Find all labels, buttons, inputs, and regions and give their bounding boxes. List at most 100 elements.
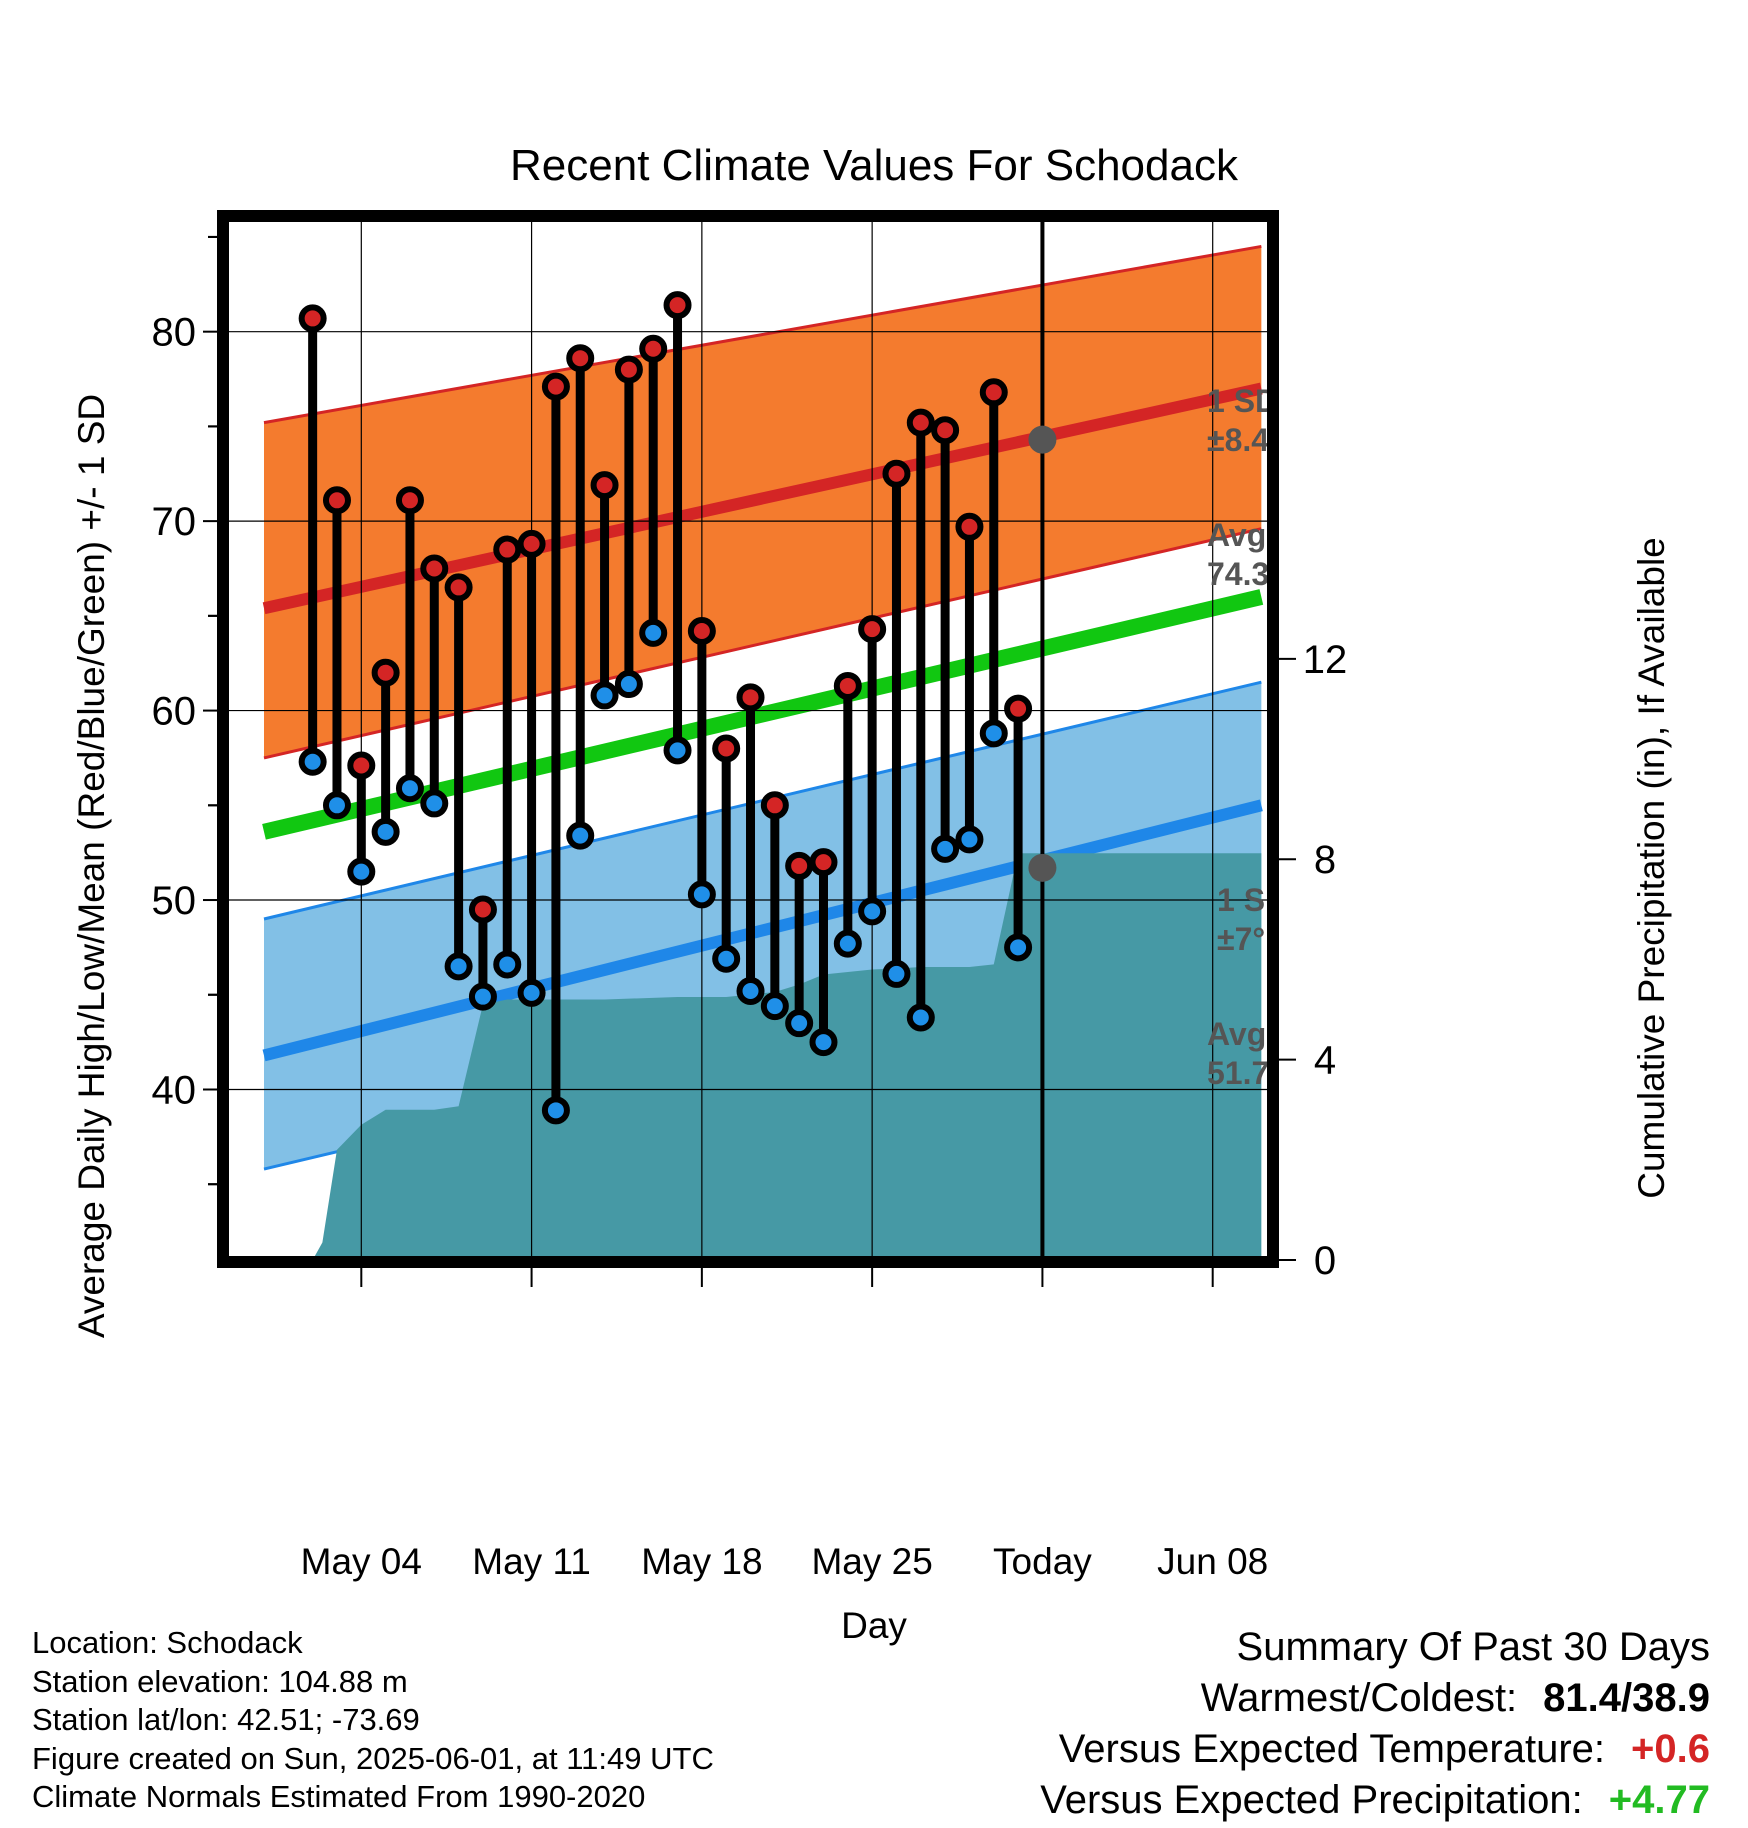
daily-high-point [395,486,424,515]
y-tick-label: 70 [152,500,197,544]
station-info: Location: Schodack Station elevation: 10… [32,1624,714,1817]
summary-panel: Summary Of Past 30 Days Warmest/Coldest:… [1040,1622,1710,1826]
y-tick-label: 40 [152,1068,197,1112]
y2-tick-label: 8 [1314,838,1336,882]
daily-high-point [906,408,935,437]
high-sd-annotation: 1 SD: [1207,383,1289,419]
normals-text: Climate Normals Estimated From 1990-2020 [32,1779,646,1814]
x-tick-label: Today [993,1541,1092,1582]
daily-low-point [493,950,522,979]
x-tick-label: May 25 [811,1541,932,1582]
plot-frame [217,210,1279,1268]
daily-high-point [712,734,741,763]
chart-title: Recent Climate Values For Schodack [510,141,1239,190]
period-label: Days [1203,1420,1284,1458]
high-sd-annotation: ±8.4°F [1207,422,1301,458]
daily-low-point [541,1096,570,1125]
temp-departure-row: Versus Expected Temperature: +0.6 [1040,1724,1710,1775]
daily-low-point [858,897,887,926]
daily-high-point [687,617,716,646]
daily-low-point [687,880,716,909]
low-avg-marker [1028,853,1057,882]
daily-low-point [614,670,643,699]
daily-low-point [955,825,984,854]
created-text: Figure created on Sun, 2025-06-01, at 11… [32,1740,714,1776]
daily-low-point [809,1028,838,1057]
elevation-text: Station elevation: 104.88 m [32,1663,408,1699]
daily-low-point [979,719,1008,748]
daily-high-point [444,573,473,602]
precip-departure-row: Versus Expected Precipitation: +4.77 [1040,1775,1710,1826]
summary-heading: Summary Of Past 30 Days [1236,1625,1710,1669]
y2-tick-label: 0 [1314,1239,1336,1283]
x-tick-label: May 18 [641,1541,762,1582]
daily-low-point [1004,933,1033,962]
daily-high-point [833,671,862,700]
y-tick-label: 50 [152,879,197,923]
daily-high-point [347,751,376,780]
temp-departure-label: Versus Expected Temperature: [1058,1727,1606,1771]
daily-low-point [444,952,473,981]
daily-high-point [1004,694,1033,723]
daily-low-point [590,681,619,710]
daily-low-point [347,857,376,886]
daily-high-point [298,304,327,333]
daily-low-point [760,992,789,1021]
x-tick-label: May 11 [472,1541,591,1582]
high-avg-marker [1028,425,1057,454]
daily-low-point [371,817,400,846]
daily-high-point [590,471,619,500]
daily-high-point [736,683,765,712]
y2-tick-label: 4 [1314,1039,1336,1083]
daily-high-point [614,355,643,384]
y-axis-title: Average Daily High/Low/Mean (Red/Blue/Gr… [71,394,112,1338]
daily-high-point [663,291,692,320]
precip-departure-label: Versus Expected Precipitation: [1040,1778,1583,1822]
location-text: Location: Schodack [32,1625,303,1660]
normal-low-line [262,799,1263,1062]
high-sd-band-upper-edge [263,244,1262,425]
daily-high-point [785,851,814,880]
daily-high-point [882,459,911,488]
period-label: 30 [1203,1378,1241,1416]
daily-low-point [712,944,741,973]
daily-high-point [955,512,984,541]
daily-high-point [468,895,497,924]
daily-low-point [517,978,546,1007]
daily-high-point [760,791,789,820]
daily-low-point [639,618,668,647]
low-sd-annotation: 1 SD: [1217,882,1299,918]
high-avg-annotation: Avg: [1207,517,1277,553]
daily-high-point [322,486,351,515]
daily-high-point [493,535,522,564]
low-avg-annotation: 51.7°F [1207,1055,1302,1091]
daily-low-point [663,736,692,765]
warm-cold-label: Warmest/Coldest: [1200,1676,1518,1720]
x-axis-title: Day [841,1605,907,1646]
y2-tick-label: 12 [1303,638,1348,682]
temp-departure-value: +0.6 [1631,1727,1710,1771]
daily-low-point [468,982,497,1011]
low-sd-annotation: ±7°F [1217,921,1285,957]
warm-cold-row: Warmest/Coldest: 81.4/38.9 [1040,1673,1710,1724]
daily-low-point [833,929,862,958]
daily-low-point [298,747,327,776]
y-tick-label: 60 [152,690,197,734]
precip-departure-value: +4.77 [1608,1778,1710,1822]
daily-low-point [566,821,595,850]
daily-low-point [906,1003,935,1032]
daily-low-point [395,774,424,803]
daily-high-point [566,344,595,373]
daily-low-point [882,959,911,988]
y2-axis-title: Cumulative Precipitation (in), If Availa… [1631,537,1672,1199]
daily-high-point [517,529,546,558]
daily-low-point [322,791,351,820]
daily-high-point [541,372,570,401]
high-avg-annotation: 74.3°F [1207,556,1302,592]
latlon-text: Station lat/lon: 42.51; -73.69 [32,1702,420,1737]
daily-high-point [809,848,838,877]
warm-cold-value: 81.4/38.9 [1543,1676,1710,1720]
daily-high-point [858,615,887,644]
